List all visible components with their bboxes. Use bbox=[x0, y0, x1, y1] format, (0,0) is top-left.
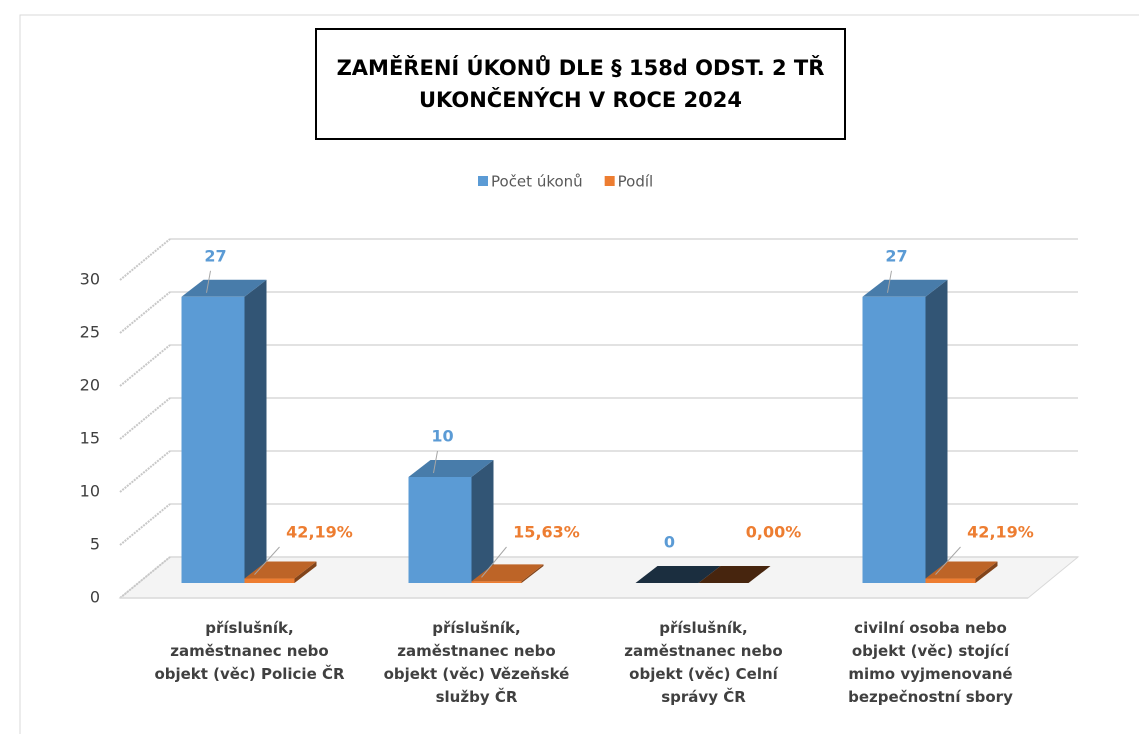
grid-diagonal bbox=[119, 503, 171, 546]
value-label: 27 bbox=[885, 246, 907, 265]
value-label: 0,00% bbox=[746, 523, 802, 542]
bar-top bbox=[471, 564, 544, 582]
y-tick-label: 20 bbox=[80, 376, 100, 395]
grid-diagonal bbox=[119, 344, 171, 387]
bar bbox=[862, 296, 926, 583]
value-label: 10 bbox=[431, 427, 453, 446]
legend-label: Podíl bbox=[618, 173, 654, 191]
legend-label: Počet úkonů bbox=[491, 173, 583, 191]
grid-diagonal bbox=[119, 556, 171, 599]
grid-diagonal bbox=[119, 397, 171, 440]
bar-top bbox=[181, 279, 267, 297]
bar-top bbox=[698, 566, 771, 583]
y-tick-label: 5 bbox=[90, 535, 100, 554]
leader-line bbox=[887, 270, 892, 293]
x-tick-label: příslušník, zaměstnanec nebo objekt (věc… bbox=[154, 619, 345, 683]
x-tick-label: příslušník, zaměstnanec nebo objekt (věc… bbox=[624, 619, 783, 706]
bar-top bbox=[862, 279, 948, 297]
leader-line bbox=[481, 546, 507, 578]
bar-top bbox=[635, 566, 721, 583]
grid-diagonal bbox=[119, 238, 171, 281]
bar bbox=[471, 581, 522, 583]
chart-title: ZAMĚŘENÍ ÚKONŮ DLE § 158d ODST. 2 TŘ UKO… bbox=[315, 28, 846, 140]
bar-side bbox=[521, 564, 544, 583]
value-label: 27 bbox=[204, 246, 226, 265]
bar-side bbox=[925, 279, 948, 583]
y-tick-label: 15 bbox=[80, 429, 100, 448]
bar-side bbox=[294, 561, 317, 583]
y-tick-label: 30 bbox=[80, 270, 100, 289]
leader-line bbox=[935, 546, 961, 575]
bar bbox=[181, 296, 245, 583]
bar bbox=[925, 578, 976, 583]
x-tick-label: příslušník, zaměstnanec nebo objekt (věc… bbox=[383, 619, 570, 706]
legend-swatch bbox=[478, 176, 488, 186]
y-tick-label: 10 bbox=[80, 482, 100, 501]
leader-line bbox=[254, 546, 280, 575]
bar-side bbox=[975, 561, 998, 583]
bar bbox=[244, 578, 295, 583]
bar-top bbox=[408, 460, 494, 477]
leader-line bbox=[433, 450, 438, 474]
bar bbox=[408, 477, 472, 583]
value-label: 15,63% bbox=[513, 523, 580, 542]
bar-side bbox=[244, 279, 267, 583]
chart-frame bbox=[19, 14, 1139, 734]
grid-diagonal bbox=[119, 450, 171, 493]
value-label: 42,19% bbox=[967, 523, 1034, 542]
y-tick-label: 25 bbox=[80, 323, 100, 342]
legend-swatch bbox=[604, 176, 615, 186]
value-label: 42,19% bbox=[286, 523, 353, 542]
bar-side bbox=[471, 460, 494, 583]
y-tick-label: 0 bbox=[90, 588, 100, 607]
x-tick-label: civilní osoba nebo objekt (věc) stojící … bbox=[848, 619, 1013, 706]
grid-diagonal bbox=[119, 291, 171, 334]
leader-line bbox=[206, 270, 211, 293]
value-label: 0 bbox=[664, 533, 675, 552]
